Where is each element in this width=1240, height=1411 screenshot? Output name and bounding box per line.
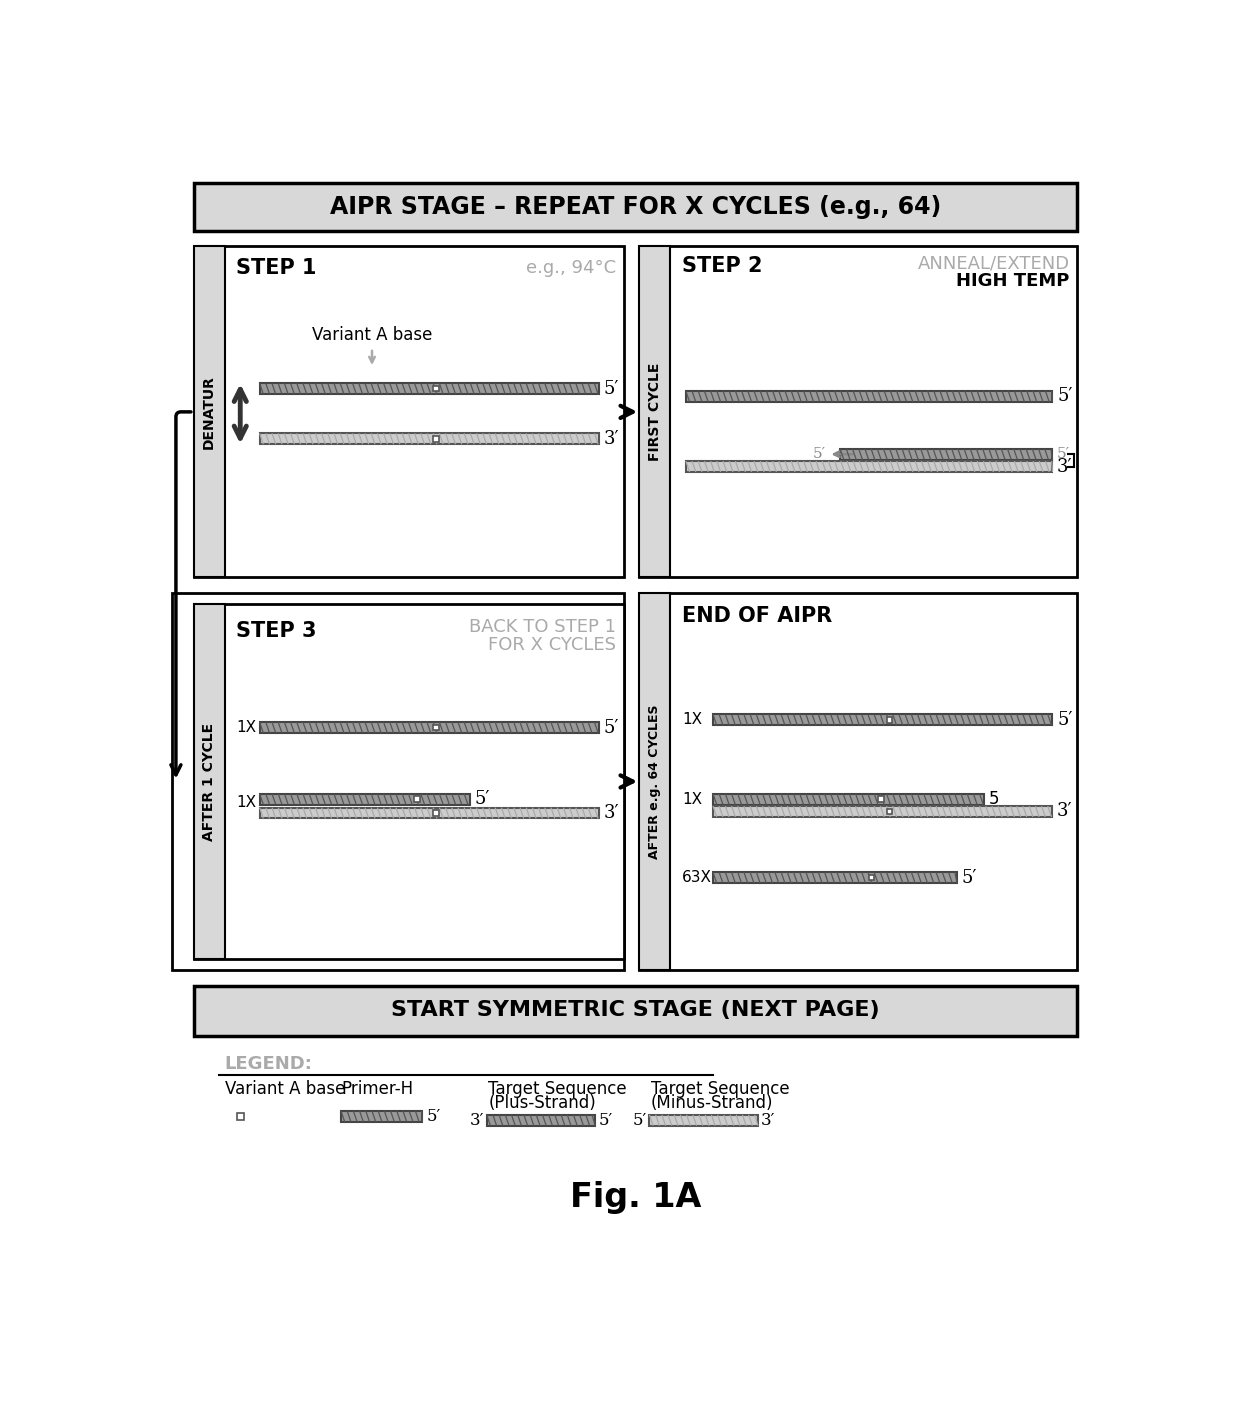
Bar — [193, 604, 224, 958]
Text: 5: 5 — [990, 790, 999, 809]
Bar — [193, 985, 1078, 1036]
Text: FIRST CYCLE: FIRST CYCLE — [647, 363, 662, 461]
Text: (Plus-Strand): (Plus-Strand) — [489, 1095, 596, 1112]
Text: 3′: 3′ — [1056, 803, 1073, 821]
Bar — [640, 247, 671, 577]
Bar — [193, 247, 224, 577]
Bar — [259, 384, 599, 394]
Bar — [486, 1115, 595, 1126]
Bar — [434, 725, 439, 731]
Bar — [341, 1110, 423, 1122]
Text: Target Sequence: Target Sequence — [489, 1081, 627, 1099]
Text: Variant A base: Variant A base — [311, 326, 433, 344]
Text: 5′: 5′ — [1056, 711, 1073, 729]
Bar — [686, 461, 1053, 471]
Text: AIPR STAGE – REPEAT FOR X CYCLES (e.g., 64): AIPR STAGE – REPEAT FOR X CYCLES (e.g., … — [330, 195, 941, 219]
Text: Fig. 1A: Fig. 1A — [570, 1181, 701, 1213]
Text: DENATUR: DENATUR — [202, 375, 216, 449]
Text: AFTER 1 CYCLE: AFTER 1 CYCLE — [202, 722, 216, 841]
Bar — [193, 183, 1078, 231]
Text: Target Sequence: Target Sequence — [651, 1081, 790, 1099]
Bar — [640, 593, 671, 971]
Text: 5′: 5′ — [604, 718, 619, 737]
Text: (Minus-Strand): (Minus-Strand) — [651, 1095, 774, 1112]
Bar — [237, 1113, 244, 1120]
Text: 3′: 3′ — [761, 1112, 775, 1129]
Bar — [259, 722, 599, 732]
Text: 5′: 5′ — [604, 380, 619, 398]
Bar — [414, 796, 420, 801]
Bar — [259, 433, 599, 444]
Text: 3′: 3′ — [604, 804, 619, 823]
Text: Variant A base: Variant A base — [224, 1081, 345, 1099]
Bar — [259, 794, 470, 804]
Bar — [172, 593, 624, 971]
Bar — [434, 387, 439, 391]
Bar — [259, 807, 599, 818]
Text: STEP 2: STEP 2 — [682, 255, 763, 275]
Text: 5′: 5′ — [962, 869, 977, 886]
Bar — [713, 714, 1053, 725]
Text: 5′: 5′ — [598, 1112, 613, 1129]
Text: END OF AIPR: END OF AIPR — [682, 605, 832, 626]
Text: HIGH TEMP: HIGH TEMP — [956, 272, 1069, 291]
Bar — [434, 436, 439, 442]
Bar — [193, 604, 624, 958]
Text: 1X: 1X — [237, 720, 257, 735]
Text: Primer-H: Primer-H — [341, 1081, 413, 1099]
Bar — [640, 593, 1078, 971]
Text: 5′: 5′ — [427, 1108, 440, 1125]
Text: 5′: 5′ — [632, 1112, 647, 1129]
Bar — [640, 247, 1078, 577]
Bar — [841, 449, 1053, 460]
Text: 3′: 3′ — [1056, 457, 1073, 476]
Text: STEP 3: STEP 3 — [237, 621, 317, 642]
Text: 5′: 5′ — [813, 447, 826, 461]
Text: 1X: 1X — [682, 713, 702, 727]
Bar — [887, 809, 893, 814]
Text: START SYMMETRIC STAGE (NEXT PAGE): START SYMMETRIC STAGE (NEXT PAGE) — [391, 1000, 880, 1020]
Text: AFTER e.g. 64 CYCLES: AFTER e.g. 64 CYCLES — [649, 704, 661, 859]
Text: 1X: 1X — [237, 794, 257, 810]
Text: 5′: 5′ — [1056, 447, 1070, 461]
Bar — [434, 810, 439, 816]
Bar — [869, 875, 874, 880]
Text: 5′: 5′ — [1056, 388, 1073, 405]
Bar — [713, 872, 957, 883]
Text: 1X: 1X — [682, 792, 702, 807]
Text: 3′: 3′ — [470, 1112, 485, 1129]
Bar — [713, 794, 985, 804]
Bar — [878, 796, 884, 801]
Text: 63X: 63X — [682, 871, 712, 885]
Bar — [686, 391, 1053, 402]
Bar — [650, 1115, 758, 1126]
Text: ANNEAL/EXTEND: ANNEAL/EXTEND — [918, 254, 1069, 272]
Bar — [887, 717, 893, 722]
Text: 3′: 3′ — [604, 430, 619, 447]
Text: LEGEND:: LEGEND: — [224, 1055, 312, 1072]
Bar — [193, 247, 624, 577]
Text: e.g., 94°C: e.g., 94°C — [526, 258, 616, 277]
Text: BACK TO STEP 1: BACK TO STEP 1 — [469, 618, 616, 636]
Bar — [713, 806, 1053, 817]
Text: 5′: 5′ — [474, 790, 490, 809]
Text: FOR X CYCLES: FOR X CYCLES — [489, 636, 616, 655]
Text: STEP 1: STEP 1 — [237, 258, 317, 278]
